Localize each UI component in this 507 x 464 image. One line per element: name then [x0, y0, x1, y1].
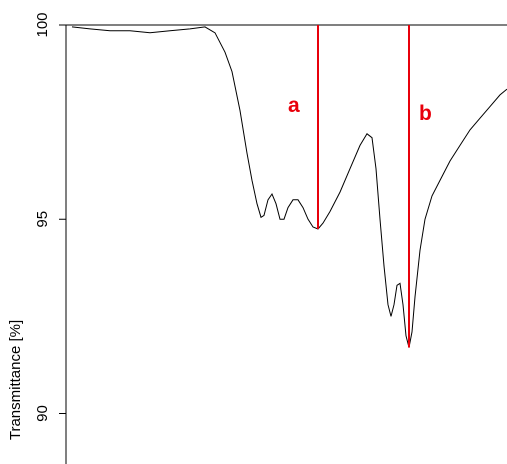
y-tick-label: 95 — [34, 211, 51, 228]
annotation-label: b — [419, 102, 432, 125]
annotation-label: a — [288, 94, 300, 117]
y-tick-label: 90 — [34, 405, 51, 422]
y-tick-label: 100 — [34, 12, 51, 37]
y-axis-label: Transmittance [%] — [7, 320, 24, 440]
spectrum-line — [71, 26, 507, 348]
